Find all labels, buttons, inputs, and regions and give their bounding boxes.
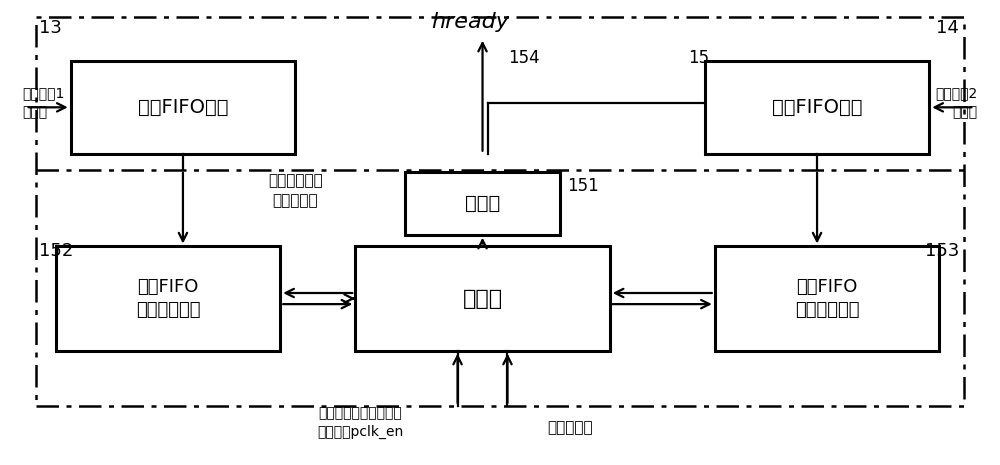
Text: 控制FIFO
控制逻辑单元: 控制FIFO 控制逻辑单元 xyxy=(136,278,200,319)
Text: 控制FIFO模块: 控制FIFO模块 xyxy=(138,98,228,117)
Text: 数据FIFO
控制逻辑单元: 数据FIFO 控制逻辑单元 xyxy=(795,278,859,319)
Text: 状态机: 状态机 xyxy=(462,289,503,309)
Text: hready: hready xyxy=(431,12,509,32)
Text: 请求信息1
输入端: 请求信息1 输入端 xyxy=(23,86,65,119)
Text: 启动状态机: 启动状态机 xyxy=(547,420,593,435)
Bar xyxy=(56,246,280,351)
Text: 153: 153 xyxy=(925,242,959,260)
Bar xyxy=(405,172,560,235)
Bar xyxy=(71,61,295,154)
Text: 151: 151 xyxy=(567,177,599,195)
Text: 15: 15 xyxy=(688,49,709,67)
Text: 寄存器: 寄存器 xyxy=(465,194,500,213)
Bar xyxy=(715,246,939,351)
Text: 接口时序转换
和控制模块: 接口时序转换 和控制模块 xyxy=(268,173,323,208)
Bar xyxy=(36,17,964,406)
Text: 14: 14 xyxy=(936,19,959,37)
Text: 数据FIFO模块: 数据FIFO模块 xyxy=(772,98,862,117)
Text: 152: 152 xyxy=(39,242,73,260)
Text: 13: 13 xyxy=(39,19,62,37)
Bar xyxy=(705,61,929,154)
Text: 154: 154 xyxy=(508,49,540,67)
Text: 请求信息2
输入端: 请求信息2 输入端 xyxy=(935,86,977,119)
Bar xyxy=(355,246,610,351)
Text: 外部电路送来时序转换
控制信号pclk_en: 外部电路送来时序转换 控制信号pclk_en xyxy=(317,406,403,439)
